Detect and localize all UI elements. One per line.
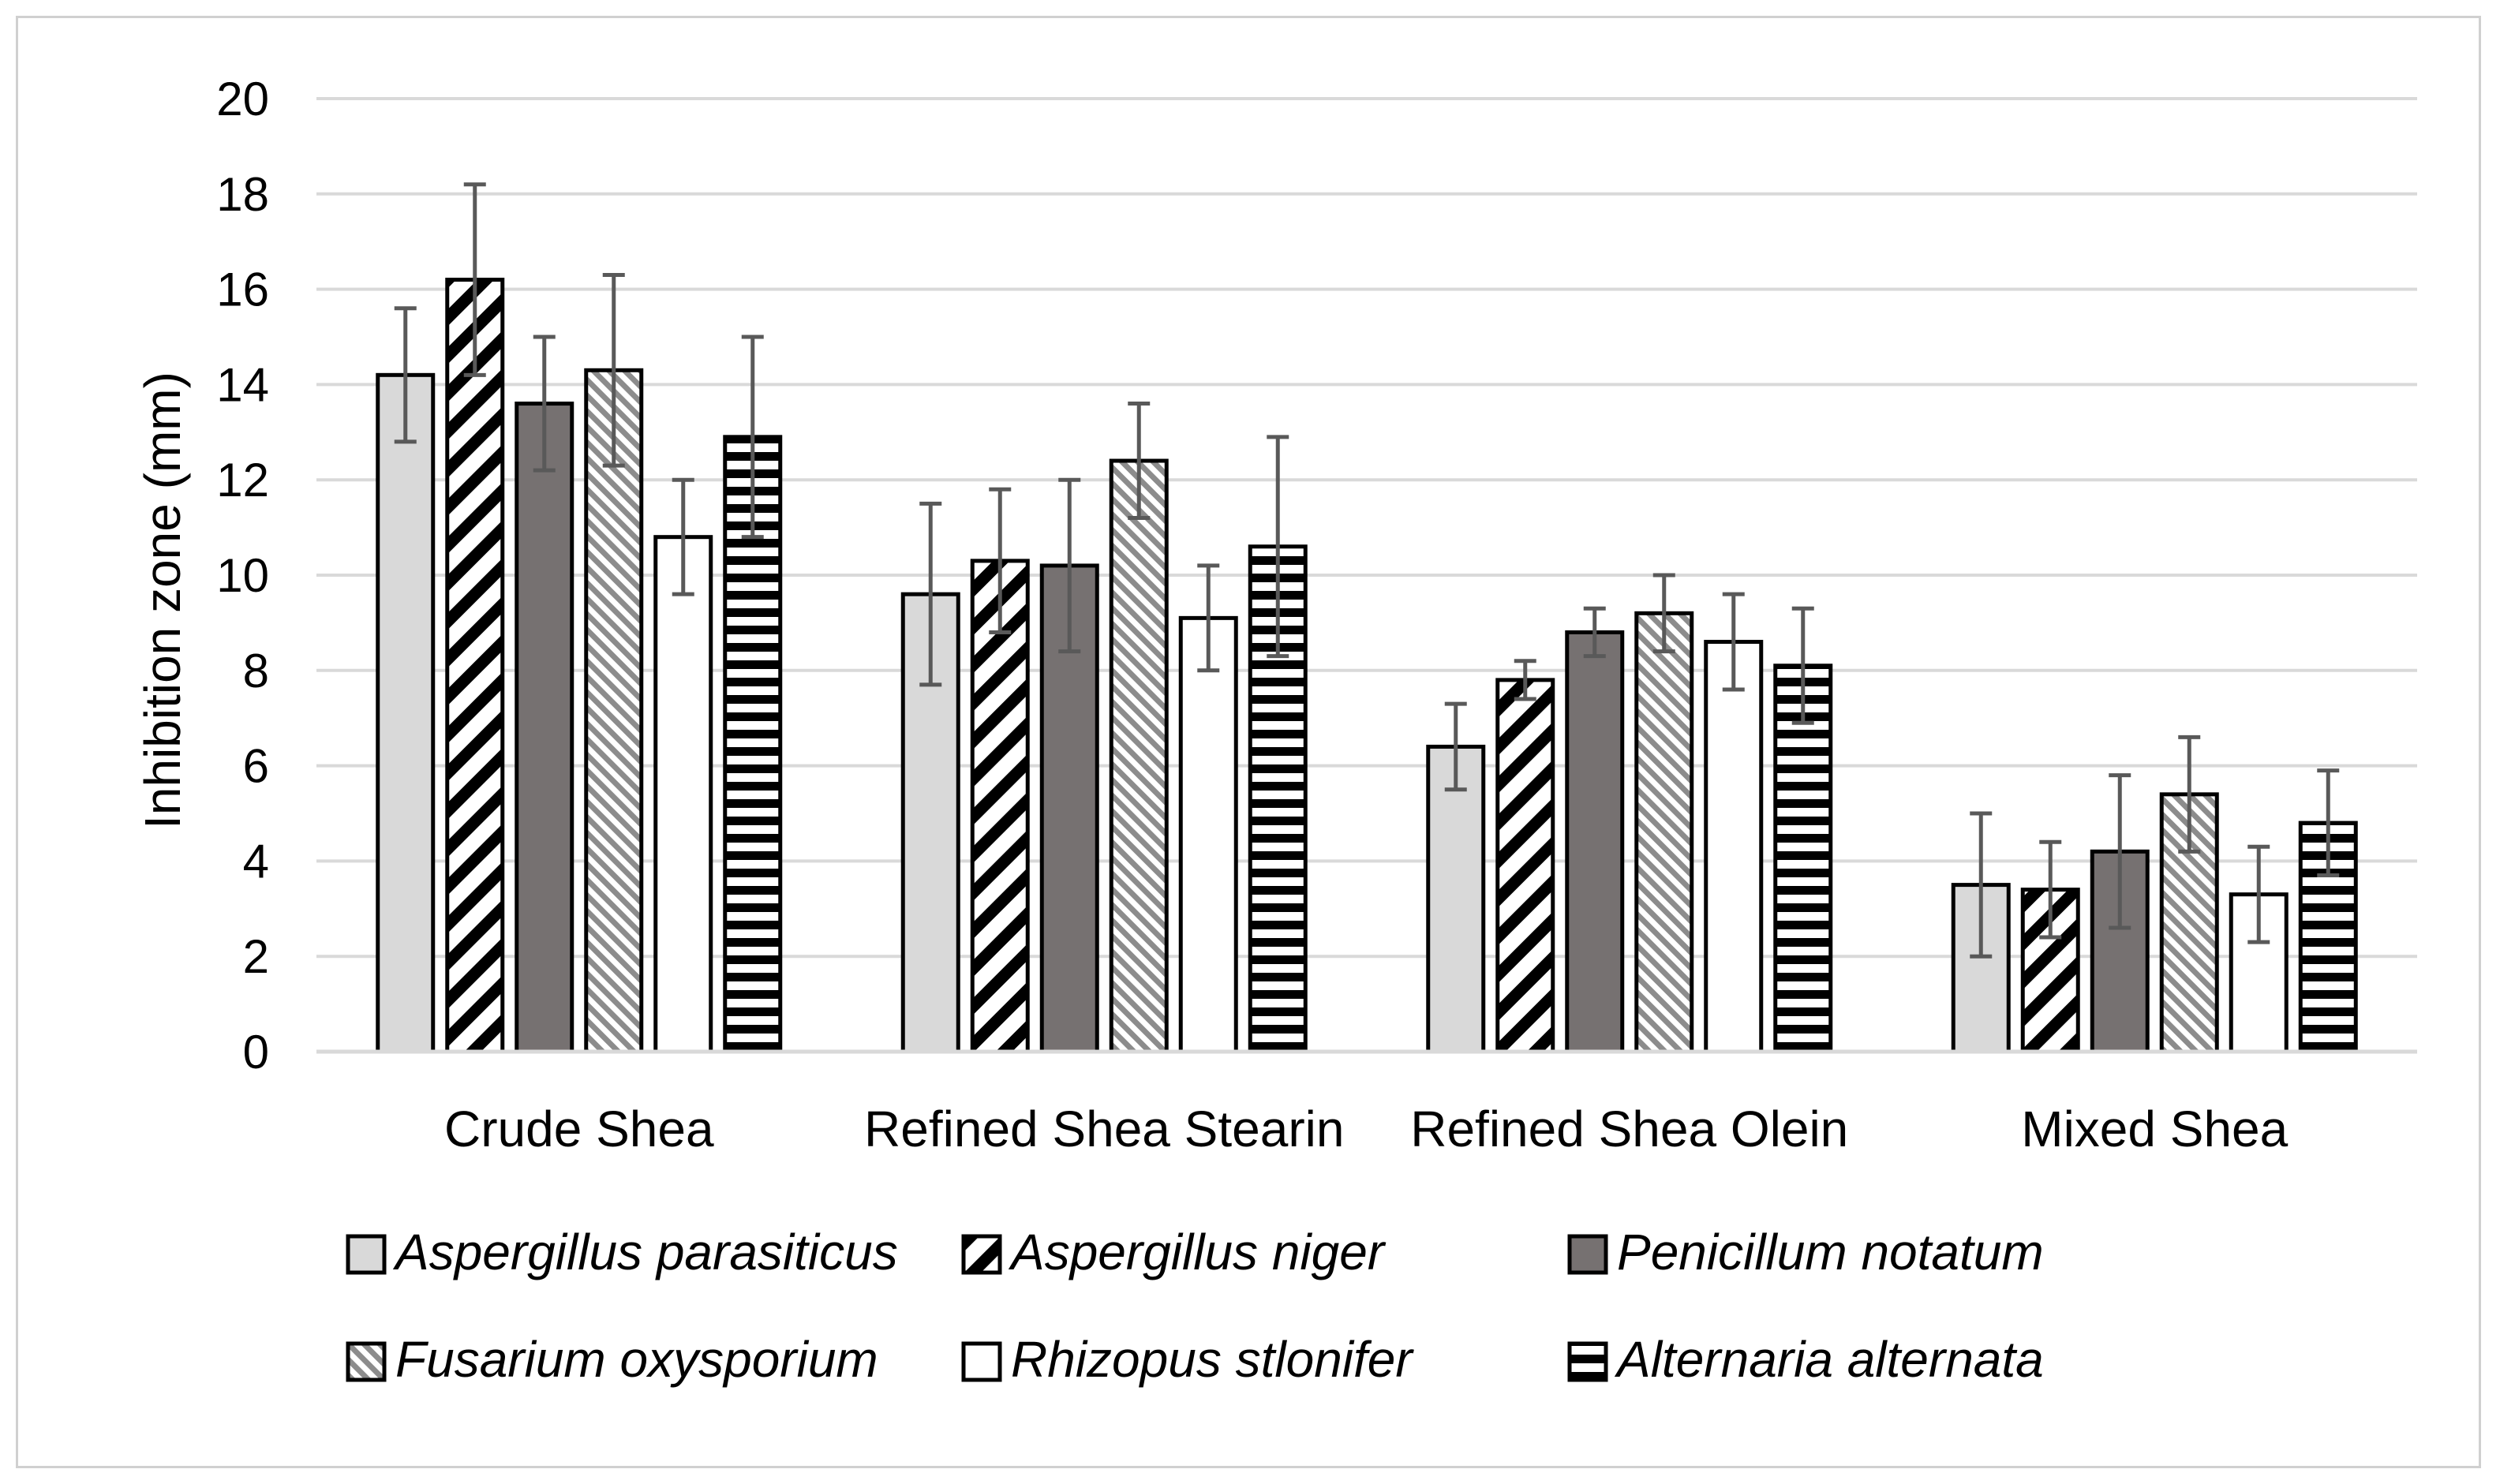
- legend: Aspergillus parasiticus Aspergillus niger…: [346, 1224, 2044, 1388]
- y-tick-label: 16: [216, 264, 269, 316]
- legend-swatch: [961, 1234, 1002, 1275]
- y-tick-label: 6: [243, 740, 269, 793]
- legend-swatch: [961, 1341, 1002, 1382]
- bar: [584, 368, 644, 1054]
- legend-label: Aspergillus parasiticus: [392, 1224, 898, 1280]
- y-tick-label: 20: [216, 73, 269, 125]
- legend-label: Alternaria alternata: [1614, 1331, 2044, 1388]
- bar: [1495, 678, 1555, 1054]
- bar: [376, 372, 436, 1054]
- x-category-label: Refined Shea Olein: [1410, 1101, 1848, 1157]
- bar: [1178, 615, 1238, 1054]
- y-tick-label: 4: [243, 835, 269, 888]
- legend-swatch: [346, 1341, 387, 1382]
- legend-swatch: [346, 1234, 387, 1275]
- y-tick-label: 2: [243, 930, 269, 983]
- y-tick-label: 12: [216, 454, 269, 507]
- bar: [1426, 744, 1486, 1054]
- bar: [445, 278, 505, 1054]
- bar: [653, 535, 713, 1054]
- bar: [1565, 630, 1625, 1054]
- error-bars: [394, 182, 2340, 959]
- y-tick-label: 0: [243, 1026, 269, 1078]
- bar-chart: 0 2 4 6 8 10 12 14 16 18 20 Crude Shea Refined Shea …: [134, 73, 2417, 1388]
- x-category-label: Mixed Shea: [2021, 1101, 2288, 1157]
- legend-swatch: [1567, 1341, 1608, 1382]
- y-axis-title: Inhibition zone (mm): [134, 372, 191, 829]
- legend-label: Aspergillus niger: [1008, 1224, 1387, 1280]
- y-tick-label: 10: [216, 549, 269, 602]
- legend-label: Rhizopus stlonifer: [1011, 1331, 1414, 1388]
- y-tick-label: 8: [243, 645, 269, 697]
- x-category-label: Refined Shea Stearin: [864, 1101, 1344, 1157]
- legend-label: Fusarium oxysporium: [395, 1331, 878, 1388]
- bar: [1704, 640, 1764, 1054]
- axes: 0 2 4 6 8 10 12 14 16 18 20 Crude Shea Refined Shea …: [216, 73, 2417, 1157]
- x-category-label: Crude Shea: [444, 1101, 714, 1157]
- bar: [1109, 458, 1169, 1054]
- bar: [515, 402, 574, 1054]
- bar: [1634, 611, 1694, 1054]
- y-tick-label: 18: [216, 168, 269, 221]
- bar: [723, 435, 783, 1054]
- legend-swatch: [1567, 1234, 1608, 1275]
- legend-label: Penicillum notatum: [1617, 1224, 2044, 1280]
- chart-frame: 0 2 4 6 8 10 12 14 16 18 20 Crude Shea Refined Shea …: [16, 16, 2481, 1468]
- y-tick-label: 14: [216, 358, 269, 411]
- bar: [970, 559, 1030, 1054]
